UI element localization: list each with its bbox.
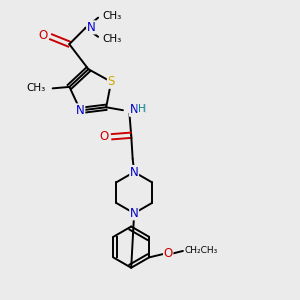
Text: N: N xyxy=(130,166,139,178)
Text: N: N xyxy=(87,21,95,34)
Text: O: O xyxy=(164,248,173,260)
Text: CH₃: CH₃ xyxy=(27,83,46,93)
Text: CH₃: CH₃ xyxy=(102,11,122,21)
Text: CH₂CH₃: CH₂CH₃ xyxy=(184,247,218,256)
Text: N: N xyxy=(76,104,85,117)
Text: O: O xyxy=(100,130,109,143)
Text: NH: NH xyxy=(129,103,147,116)
Text: N: N xyxy=(130,207,139,220)
Text: CH₃: CH₃ xyxy=(102,34,122,44)
Text: O: O xyxy=(39,29,48,42)
Text: S: S xyxy=(107,75,115,88)
Text: H: H xyxy=(138,104,146,114)
